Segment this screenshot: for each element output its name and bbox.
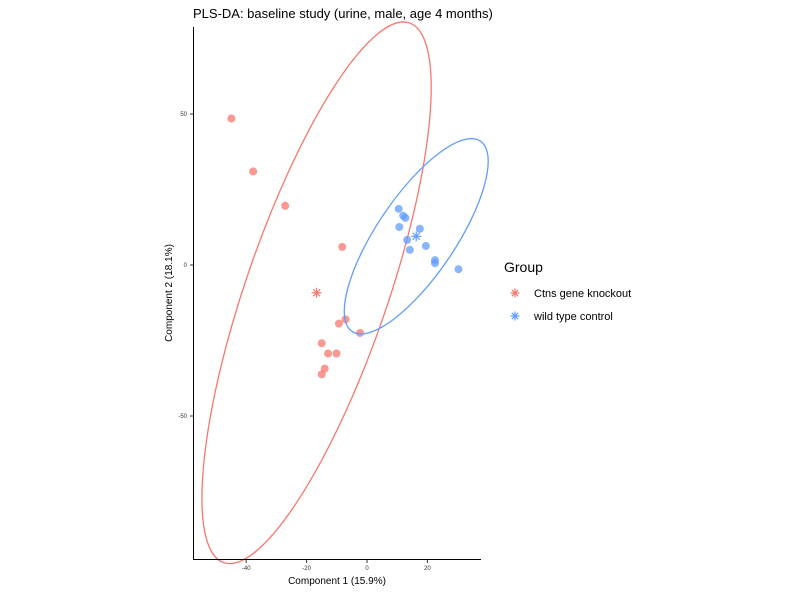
data-point-knockout: [249, 167, 258, 176]
data-point-wildtype: [405, 245, 414, 254]
legend-star-knockout: [510, 288, 520, 298]
data-point-knockout: [338, 242, 347, 251]
y-tick-label: 0: [184, 263, 188, 269]
data-point-wildtype: [395, 222, 404, 231]
legend-title: Group: [504, 259, 543, 275]
legend-label-wildtype: wild type control: [533, 311, 613, 323]
legend-label-knockout: Ctns gene knockout: [534, 288, 631, 300]
legend-key-star-icon: [510, 311, 520, 321]
x-tick-label: 20: [424, 566, 431, 572]
data-point-wildtype: [454, 265, 463, 274]
star-stroke: [511, 312, 519, 320]
data-point-knockout: [317, 339, 326, 348]
y-axis-label: Component 2 (18.1%): [164, 244, 175, 342]
data-point-wildtype: [430, 259, 439, 268]
data-point-knockout: [332, 349, 341, 358]
data-point-wildtype: [415, 224, 424, 233]
x-tick-label: -40: [242, 566, 251, 572]
x-axis-ticks: -40 -20 0 20: [242, 560, 431, 572]
star-stroke: [511, 289, 519, 297]
centroid-knockout-star-icon: [311, 287, 322, 298]
x-tick-label: 0: [365, 566, 369, 572]
ellipse-knockout: [201, 21, 432, 565]
star-stroke: [412, 232, 421, 241]
legend-key-star-icon: [510, 288, 520, 298]
data-point-wildtype: [403, 235, 412, 244]
y-tick-label: -50: [178, 414, 187, 420]
data-point-wildtype: [421, 241, 430, 250]
data-point-knockout: [356, 328, 365, 337]
y-tick-label: 50: [180, 112, 187, 118]
centroid-wildtype-star-icon: [411, 231, 422, 242]
data-point-knockout: [334, 319, 343, 328]
data-point-wildtype: [394, 204, 403, 213]
plot-panel: [201, 21, 489, 565]
chart-title: PLS-DA: baseline study (urine, male, age…: [193, 6, 493, 21]
legend-star-wildtype: [510, 311, 520, 321]
ellipse-wildtype: [343, 138, 489, 335]
data-point-knockout: [317, 370, 326, 379]
x-axis-label: Component 1 (15.9%): [288, 576, 386, 587]
star-stroke: [312, 288, 321, 297]
y-axis-ticks: 50 0 -50: [178, 112, 193, 420]
data-point-knockout: [227, 114, 236, 123]
x-tick-label: -20: [302, 566, 311, 572]
legend-item-wildtype: wild type control: [510, 311, 613, 323]
legend: Group Ctns gene knockout wild type contr…: [504, 259, 631, 323]
data-point-wildtype: [401, 213, 410, 222]
data-point-knockout: [281, 201, 290, 210]
data-point-knockout: [324, 349, 333, 358]
legend-item-knockout: Ctns gene knockout: [510, 288, 631, 300]
